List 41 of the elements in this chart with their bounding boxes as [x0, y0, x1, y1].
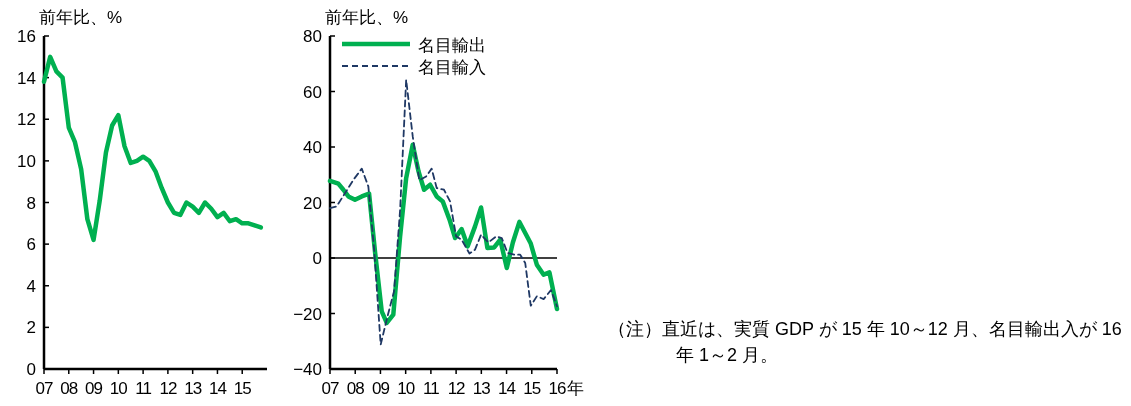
x-tick-label: 14	[208, 379, 227, 398]
x-tick-label: 13	[472, 379, 491, 398]
x-tick-label: 15	[233, 379, 252, 398]
x-axis-title: 年	[567, 379, 584, 398]
y-tick-label: 6	[26, 235, 36, 255]
x-tick-label: 12	[447, 379, 466, 398]
x-tick-label: 07	[35, 379, 53, 398]
y-tick-label: 8	[26, 193, 36, 213]
x-tick-label: 11	[423, 379, 440, 398]
y-tick-label: 4	[26, 276, 36, 296]
y-tick-label: 60	[303, 82, 322, 102]
legend-label: 名目輸出	[418, 36, 486, 55]
y-tick-label: 2	[26, 318, 36, 338]
y-tick-label: 80	[303, 27, 322, 46]
x-tick-label: 08	[60, 379, 78, 398]
y-tick-label: −40	[293, 360, 322, 379]
y-tick-label: 16	[17, 27, 36, 46]
y-tick-label: 0	[26, 360, 36, 379]
x-tick-label: 07	[321, 379, 339, 398]
x-tick-label: 15	[523, 379, 541, 398]
x-tick-label: 09	[85, 379, 103, 398]
y-tick-label: 40	[303, 138, 322, 157]
y-tick-label: 10	[17, 151, 36, 171]
x-tick-label: 09	[371, 379, 390, 398]
x-tick-label: 10	[109, 379, 128, 398]
x-tick-label: 13	[184, 379, 202, 398]
y-tick-label: 12	[17, 110, 36, 130]
y-axis-title: 前年比、%	[325, 8, 409, 27]
x-tick-label: 16	[548, 379, 566, 398]
text: （注）直近は、実質 GDP が 15 年 10～12 月、名目輸出入が 16 年 1～2 月。	[608, 318, 1123, 367]
y-axis-title: 前年比、%	[39, 8, 123, 27]
y-tick-label: 20	[303, 193, 322, 213]
legend-label: 名目輸入	[418, 58, 486, 77]
x-tick-label: 08	[346, 379, 365, 398]
y-tick-label: 14	[17, 68, 36, 88]
x-tick-label: 14	[498, 379, 516, 398]
y-tick-label: −20	[293, 304, 322, 324]
x-tick-label: 12	[159, 379, 177, 398]
x-tick-label: 11	[135, 379, 152, 398]
y-tick-label: 0	[312, 249, 322, 268]
x-tick-label: 10	[397, 379, 415, 398]
